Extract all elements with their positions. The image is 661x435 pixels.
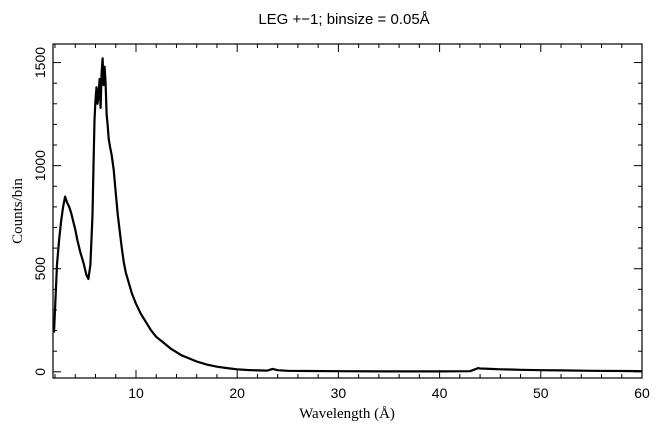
plot-frame: [52, 43, 643, 379]
y-axis-label: Counts/bin: [10, 178, 26, 244]
chart-title: LEG +−1; binsize = 0.05Å: [258, 11, 429, 28]
y-axis: 0 500 1000 1500: [32, 47, 642, 376]
x-tick-label: 30: [331, 385, 347, 401]
y-tick-label: 500: [32, 257, 48, 281]
x-tick-label: 20: [229, 385, 245, 401]
x-tick-label: 10: [128, 385, 144, 401]
y-tick-label: 1500: [32, 47, 48, 78]
x-tick-label: 50: [533, 385, 549, 401]
x-tick-label: 60: [634, 385, 650, 401]
spectrum-series-line: [52, 57, 643, 373]
y-tick-label: 1000: [32, 150, 48, 181]
x-axis-label: Wavelength (Å): [299, 406, 395, 422]
y-tick-label: 0: [32, 368, 48, 376]
x-tick-label: 40: [432, 385, 448, 401]
x-axis: 10 20 30 40 50 60: [54, 44, 650, 401]
